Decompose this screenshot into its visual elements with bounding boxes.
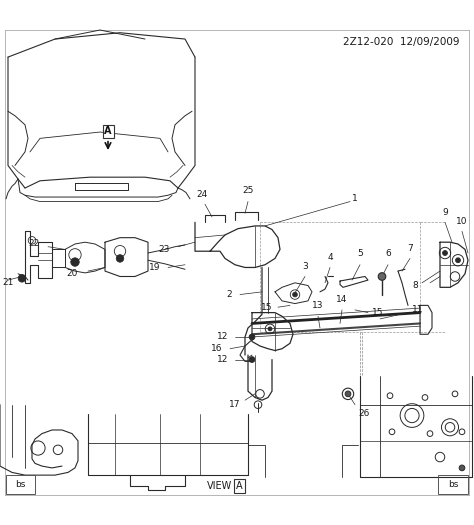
Text: 22: 22 [29,239,40,248]
Text: 2Z12-020  12/09/2009: 2Z12-020 12/09/2009 [343,37,460,47]
Circle shape [268,327,272,331]
Text: 3: 3 [302,262,308,271]
Text: 26: 26 [358,409,369,418]
Text: 12: 12 [217,332,228,341]
Text: 24: 24 [196,190,208,199]
Text: 25: 25 [242,186,254,195]
Circle shape [345,391,351,397]
Circle shape [116,255,124,262]
Bar [6,475,35,494]
Text: 17: 17 [228,400,240,409]
Text: 10: 10 [456,217,468,226]
Text: 19: 19 [148,263,160,272]
Circle shape [292,292,297,297]
Text: A: A [236,481,243,491]
Text: 11: 11 [412,306,423,314]
Circle shape [71,258,79,266]
Text: 5: 5 [357,249,363,258]
Text: 14: 14 [337,295,348,303]
Circle shape [249,334,255,340]
Circle shape [249,356,255,362]
Bar [438,475,468,494]
Text: 7: 7 [407,244,413,253]
Text: 15: 15 [261,303,272,312]
Circle shape [378,272,386,280]
Text: VIEW: VIEW [207,481,232,491]
Text: A: A [104,127,112,136]
Circle shape [456,258,460,262]
Text: bs: bs [15,480,26,489]
Text: 15: 15 [372,308,383,317]
Text: 13: 13 [312,301,324,310]
Circle shape [443,250,447,255]
Text: 12: 12 [217,355,228,364]
Text: 20: 20 [67,269,78,278]
Text: 23: 23 [159,245,170,254]
Text: 21: 21 [2,278,13,287]
Text: 16: 16 [210,344,222,353]
Text: 4: 4 [327,253,333,262]
Text: 9: 9 [442,208,448,217]
Text: 6: 6 [385,249,391,258]
Circle shape [459,465,465,471]
Text: 1: 1 [352,194,358,203]
Text: bs: bs [448,480,458,489]
Circle shape [18,275,26,282]
Text: 2: 2 [227,290,232,299]
Text: 8: 8 [412,281,418,290]
